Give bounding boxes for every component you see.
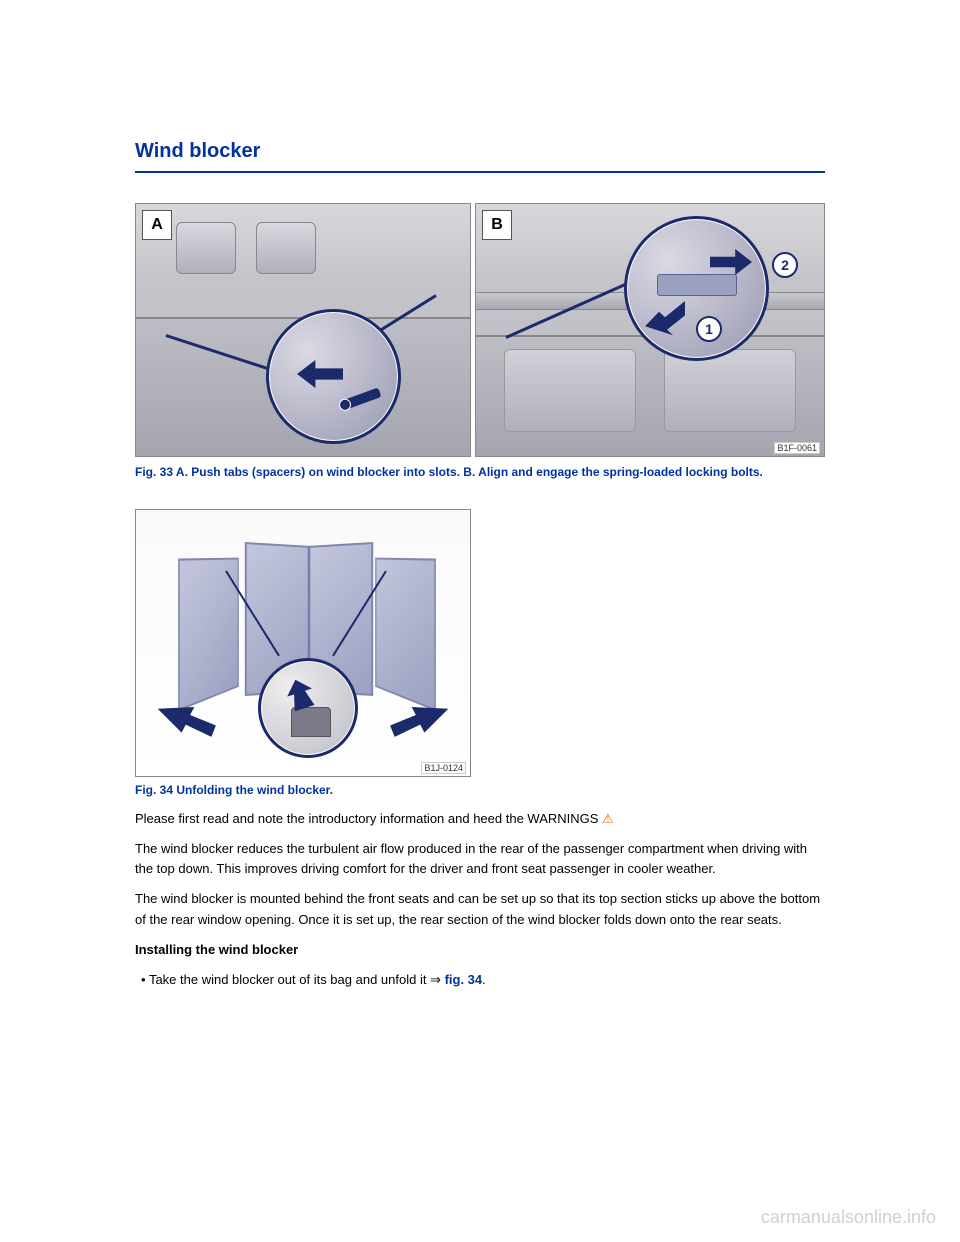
figure-34: B1J-0124 [135, 509, 471, 777]
figure-label-a: A [142, 210, 172, 240]
paragraph-2: The wind blocker is mounted behind the f… [135, 889, 825, 929]
arrow-curve-right-icon [388, 702, 452, 744]
seat-cushion [504, 349, 636, 432]
watermark: carmanualsonline.info [761, 1207, 936, 1228]
bullet-1-prefix: Take the wind blocker out of its bag and… [149, 972, 445, 987]
lever-icon [340, 387, 381, 410]
intro-text: Please first read and note the introduct… [135, 811, 602, 826]
warning-icon: ⚠ [602, 809, 614, 829]
callout-number-1: 1 [696, 316, 722, 342]
callout-number-2: 2 [772, 252, 798, 278]
arrow-2-icon [710, 249, 752, 275]
headrest [256, 222, 316, 274]
figure-33b: 1 2 B B1F-0061 [475, 203, 825, 457]
arrow-1-icon [645, 301, 685, 337]
seat-cushion [664, 349, 796, 432]
figure-34-code: B1J-0124 [421, 762, 466, 774]
bullet-marker: • [141, 972, 149, 987]
figure-33-caption: Fig. 33 A. Push tabs (spacers) on wind b… [135, 463, 825, 481]
figure-33-row: A 1 2 B B1F [135, 203, 825, 457]
panel-left [178, 558, 239, 712]
fig-a-bg [136, 204, 470, 456]
section-title: Wind blocker [135, 140, 825, 173]
headrest [176, 222, 236, 274]
slot-piece [657, 274, 737, 296]
figure-label-b: B [482, 210, 512, 240]
intro-paragraph: Please first read and note the introduct… [135, 809, 825, 829]
body-text: Please first read and note the introduct… [135, 809, 825, 990]
arrow-curve-left-icon [154, 702, 218, 744]
callout-circle-34 [258, 658, 358, 758]
callout-circle-b [624, 216, 769, 361]
paragraph-1: The wind blocker reduces the turbulent a… [135, 839, 825, 879]
panel-right [375, 558, 436, 712]
bullet-1-suffix: . [482, 972, 486, 987]
callout-circle-a [266, 309, 401, 444]
figure-33a: A [135, 203, 471, 457]
figure-code-b: B1F-0061 [774, 442, 820, 454]
arrow-left-icon [297, 360, 343, 388]
fig-34-link[interactable]: fig. 34 [445, 972, 483, 987]
install-heading: Installing the wind blocker [135, 940, 825, 960]
hinge-detail [291, 707, 331, 737]
figure-34-caption: Fig. 34 Unfolding the wind blocker. [135, 783, 825, 797]
bullet-1: • Take the wind blocker out of its bag a… [135, 970, 825, 990]
seat-area [476, 335, 824, 456]
fig-b-bg: 1 2 [476, 204, 824, 456]
